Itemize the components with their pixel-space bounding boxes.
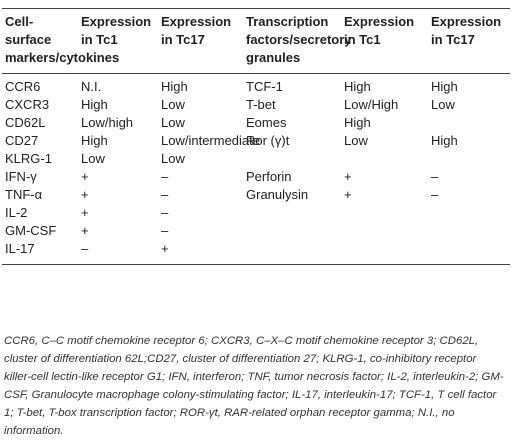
table-cell: – <box>431 187 439 202</box>
table-cell: Ror (γ)t <box>246 133 290 148</box>
header-row: Cell-surface markers/cytokines Expression… <box>2 8 510 74</box>
table-header: Cell-surface markers/cytokines Expression… <box>2 8 510 74</box>
table-cell: Low <box>81 151 105 166</box>
table-cell: – <box>81 241 89 256</box>
table-cell: Perforin <box>246 169 292 184</box>
table-cell: High <box>431 79 458 94</box>
header-cell: Expression in Tc1 <box>81 14 152 47</box>
table-row: IFN-γ + – Perforin + – <box>2 168 510 186</box>
table-cell <box>341 240 428 265</box>
table-cell: CD62L <box>5 115 46 130</box>
table-cell: – <box>161 205 169 220</box>
header-cell: Expression in Tc17 <box>161 14 232 47</box>
header-cell: Cell-surface markers/cytokines <box>5 14 120 65</box>
table-cell: Low/High <box>344 97 399 112</box>
table-cell: – <box>161 169 169 184</box>
table-cell: Low <box>161 97 185 112</box>
table-cell <box>243 240 341 265</box>
table-cell: CD27 <box>5 133 39 148</box>
table-cell: High <box>81 133 108 148</box>
table-cell: + <box>344 187 352 202</box>
table-cell: T-bet <box>246 97 276 112</box>
footnote: CCR6, C–C motif chemokine receptor 6; CX… <box>4 335 504 437</box>
table-cell: Low/high <box>81 115 134 130</box>
table-cell: N.I. <box>81 79 102 94</box>
table-cell <box>341 222 428 240</box>
table-row: IL-17 – + <box>2 240 510 265</box>
table-cell: + <box>81 187 89 202</box>
table-body: CCR6 N.I. High TCF-1 High High CXCR3 High Low T-b… <box>2 74 510 265</box>
header-cell: Expression in Tc1 <box>344 14 415 47</box>
table-row: GM-CSF + – <box>2 222 510 240</box>
table-cell: IL-17 <box>5 241 35 256</box>
table-cell: CCR6 <box>5 79 41 94</box>
header-cell: Transcription factors/secretory granules <box>246 14 352 65</box>
table-row: TNF-α + – Granulysin + – <box>2 186 510 204</box>
table-cell: Eomes <box>246 115 287 130</box>
table-cell: + <box>81 223 89 238</box>
table-row: IL-2 + – <box>2 204 510 222</box>
table-row: CD62L Low/high Low Eomes High <box>2 114 510 132</box>
table-cell <box>428 240 510 265</box>
table-cell: Granulysin <box>246 187 309 202</box>
table-cell: High <box>81 97 108 112</box>
table-cell: – <box>431 169 439 184</box>
table-cell: GM-CSF <box>5 223 57 238</box>
table-row: CD27 High Low/intermediate Ror (γ)t Low High <box>2 132 510 150</box>
table-cell: High <box>344 79 371 94</box>
data-table: Cell-surface markers/cytokines Expression… <box>2 8 510 265</box>
table-cell: Low <box>431 97 455 112</box>
table-cell: Low <box>161 115 185 130</box>
table-cell <box>341 204 428 222</box>
table-cell: TNF-α <box>5 187 43 202</box>
table-cell: High <box>344 115 371 130</box>
table-cell: – <box>161 223 169 238</box>
table-cell: – <box>161 187 169 202</box>
table-cell <box>428 114 510 132</box>
table-row: CXCR3 High Low T-bet Low/High Low <box>2 96 510 114</box>
table-cell: + <box>161 241 169 256</box>
table-cell <box>428 222 510 240</box>
table-cell: IL-2 <box>5 205 28 220</box>
table-cell: + <box>81 169 89 184</box>
table-cell: Low <box>161 151 185 166</box>
table-cell: High <box>431 133 458 148</box>
table-cell <box>428 150 510 168</box>
table-cell <box>243 222 341 240</box>
header-cell: Expression in Tc17 <box>431 14 502 47</box>
table-cell: Low <box>344 133 368 148</box>
table-cell: IFN-γ <box>5 169 37 184</box>
table-cell: High <box>161 79 188 94</box>
table-cell: TCF-1 <box>246 79 283 94</box>
table-row: KLRG-1 Low Low <box>2 150 510 168</box>
table-cell <box>428 204 510 222</box>
table-cell <box>341 150 428 168</box>
table-row: CCR6 N.I. High TCF-1 High High <box>2 74 510 97</box>
table-cell: Low/intermediate <box>161 133 260 148</box>
table-cell <box>243 204 341 222</box>
table-cell: + <box>344 169 352 184</box>
table-cell: CXCR3 <box>5 97 50 112</box>
table-cell: + <box>81 205 89 220</box>
table-cell <box>243 150 341 168</box>
table-cell: KLRG-1 <box>5 151 52 166</box>
